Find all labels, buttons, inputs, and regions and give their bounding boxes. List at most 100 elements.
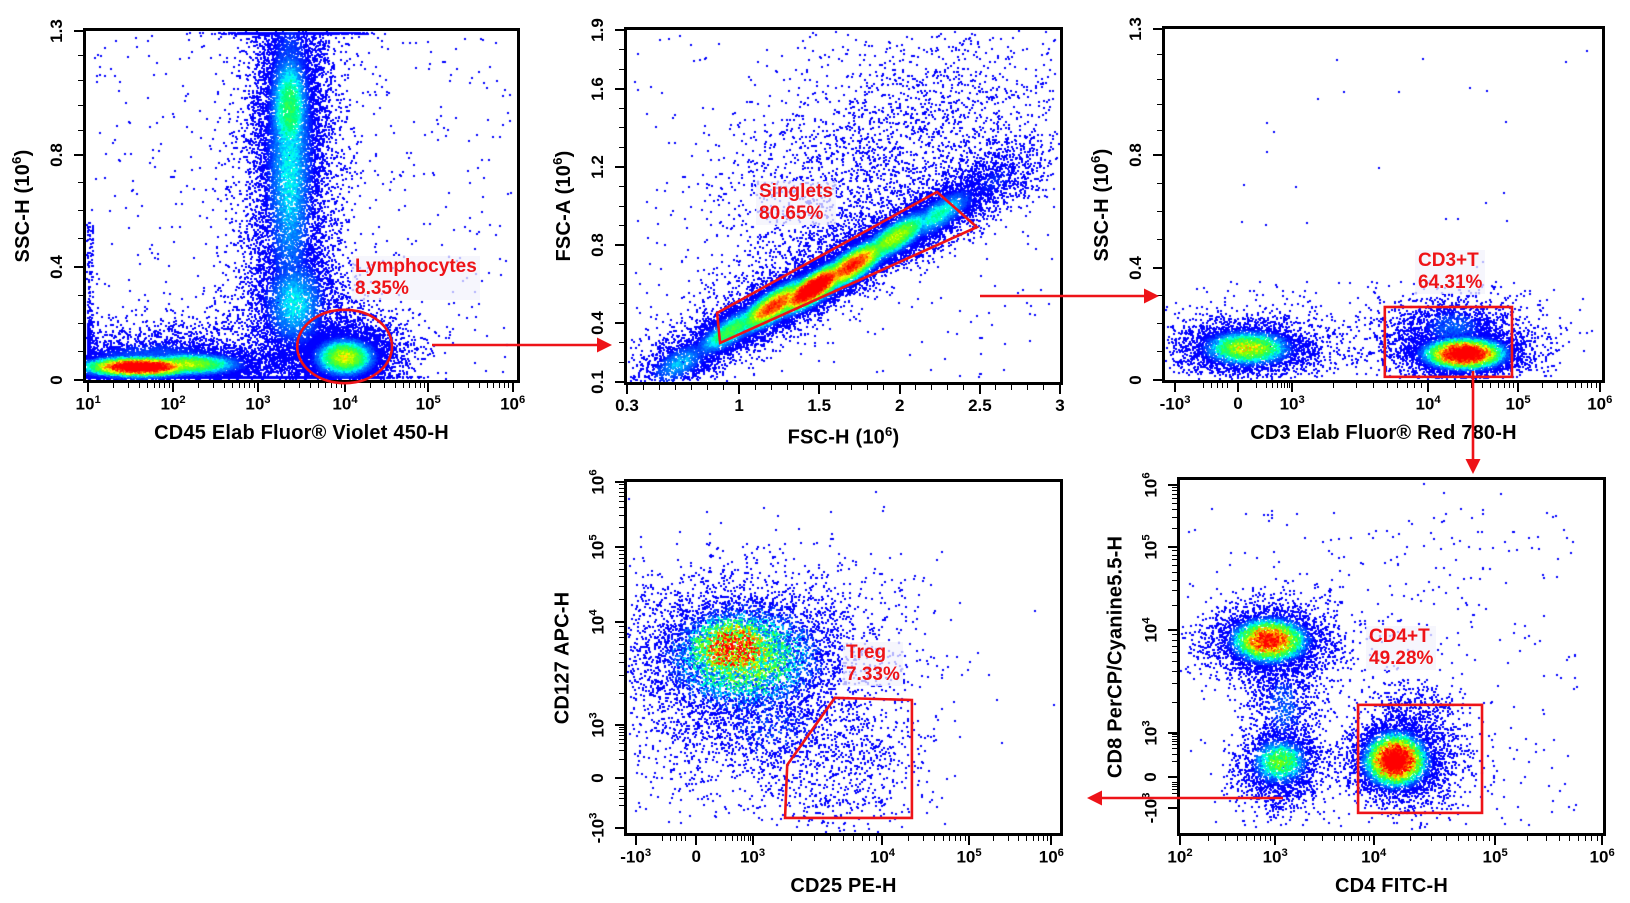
x-minor-tick (963, 385, 965, 390)
y-minor-tick (1172, 741, 1177, 743)
x-major-tick (898, 385, 901, 394)
x-minor-tick (869, 836, 871, 841)
gate-percent: 8.35% (355, 278, 409, 300)
y-minor-tick (619, 728, 624, 730)
x-minor-tick (960, 836, 962, 841)
x-minor-tick (786, 385, 788, 390)
x-tick-label: 103 (739, 847, 766, 867)
y-minor-tick (619, 526, 624, 528)
y-minor-tick (619, 652, 624, 654)
x-minor-tick (1458, 836, 1460, 841)
x-minor-tick (676, 836, 678, 841)
y-minor-tick (78, 351, 83, 353)
y-major-tick (1168, 629, 1177, 632)
y-minor-tick (1172, 748, 1177, 750)
x-minor-tick (706, 385, 708, 390)
x-minor-tick (1467, 836, 1469, 841)
x-minor-tick (168, 383, 170, 388)
x-minor-tick (1211, 383, 1213, 388)
x-minor-tick (947, 385, 949, 390)
x-minor-tick (744, 836, 746, 841)
x-minor-tick (1321, 836, 1323, 841)
y-minor-tick (619, 146, 624, 148)
x-minor-tick (931, 385, 933, 390)
y-minor-tick (619, 789, 624, 791)
x-minor-tick (1526, 836, 1528, 841)
y-axis-title-plot-singlets: FSC-A (106) (550, 150, 575, 262)
x-tick-label: 104 (869, 847, 896, 867)
x-minor-tick (1490, 383, 1492, 388)
x-tick-label: 104 (1361, 847, 1387, 867)
y-minor-tick (1172, 660, 1177, 662)
x-minor-tick (1581, 383, 1583, 388)
x-minor-tick (1334, 836, 1335, 841)
gate-name: CD4+T (1369, 626, 1430, 647)
y-minor-tick (1157, 104, 1162, 106)
y-minor-tick (1172, 793, 1177, 795)
y-major-tick (1153, 154, 1162, 157)
y-tick-label: 0 (1141, 772, 1160, 782)
x-minor-tick (1222, 383, 1224, 388)
y-major-tick (74, 265, 83, 268)
y-minor-tick (1172, 753, 1177, 755)
x-tick-label: 105 (1482, 847, 1508, 867)
x-minor-tick (1503, 383, 1505, 388)
y-axis-title-plot-cd3: SSC-H (106) (1088, 148, 1113, 261)
x-minor-tick (128, 383, 130, 388)
y-major-tick (615, 723, 624, 726)
y-minor-tick (1157, 182, 1162, 184)
x-major-tick (256, 383, 259, 392)
x-minor-tick (1591, 383, 1593, 388)
y-minor-tick (619, 484, 624, 486)
x-tick-label: 1 (734, 396, 744, 415)
x-tick-label: 103 (1262, 847, 1288, 867)
y-major-tick (615, 165, 624, 168)
x-minor-tick (662, 836, 664, 841)
y-minor-tick (1172, 781, 1177, 783)
x-minor-tick (1226, 383, 1228, 388)
y-minor-tick (619, 563, 624, 565)
x-minor-tick (861, 836, 863, 841)
y-major-tick (1153, 266, 1162, 269)
x-minor-tick (1446, 836, 1448, 841)
y-minor-tick (619, 549, 624, 551)
x-minor-tick (213, 383, 215, 388)
x-minor-tick (923, 836, 925, 841)
y-tick-label: 1.9 (588, 18, 607, 42)
y-tick-label: 104 (1140, 617, 1161, 643)
x-minor-tick (690, 385, 692, 390)
y-minor-tick (78, 55, 83, 57)
y-minor-tick (1172, 789, 1177, 791)
y-major-tick (1168, 806, 1177, 809)
x-minor-tick (1011, 385, 1013, 390)
x-minor-tick (725, 836, 727, 841)
x-major-tick (1050, 836, 1053, 845)
x-minor-tick (394, 383, 396, 388)
x-minor-tick (1047, 836, 1049, 841)
x-minor-tick (747, 836, 749, 841)
y-tick-label: 106 (1140, 472, 1161, 498)
y-minor-tick (619, 731, 624, 733)
x-minor-tick (331, 383, 333, 388)
y-minor-tick (1172, 645, 1177, 647)
y-tick-label: 104 (587, 609, 608, 635)
x-minor-tick (1027, 385, 1029, 390)
x-major-tick (1598, 383, 1601, 392)
x-minor-tick (478, 383, 480, 388)
y-minor-tick (619, 576, 624, 578)
x-tick-label: 0 (1233, 394, 1243, 413)
x-tick-label: 3 (1055, 396, 1065, 415)
x-major-tick (344, 383, 347, 392)
x-minor-tick (685, 836, 687, 841)
arrow-lymphocytes-to-singlets-head-icon (597, 337, 612, 353)
y-minor-tick (619, 675, 624, 677)
y-major-tick (615, 322, 624, 325)
y-tick-label: 0 (1126, 375, 1145, 385)
y-minor-tick (619, 693, 624, 695)
x-minor-tick (1591, 836, 1593, 841)
x-minor-tick (1431, 836, 1433, 841)
y-minor-tick (1172, 634, 1177, 636)
y-axis-title-plot-lymphocytes: SSC-H (106) (9, 149, 34, 262)
x-minor-tick (1259, 836, 1261, 841)
x-minor-tick (1018, 836, 1020, 841)
